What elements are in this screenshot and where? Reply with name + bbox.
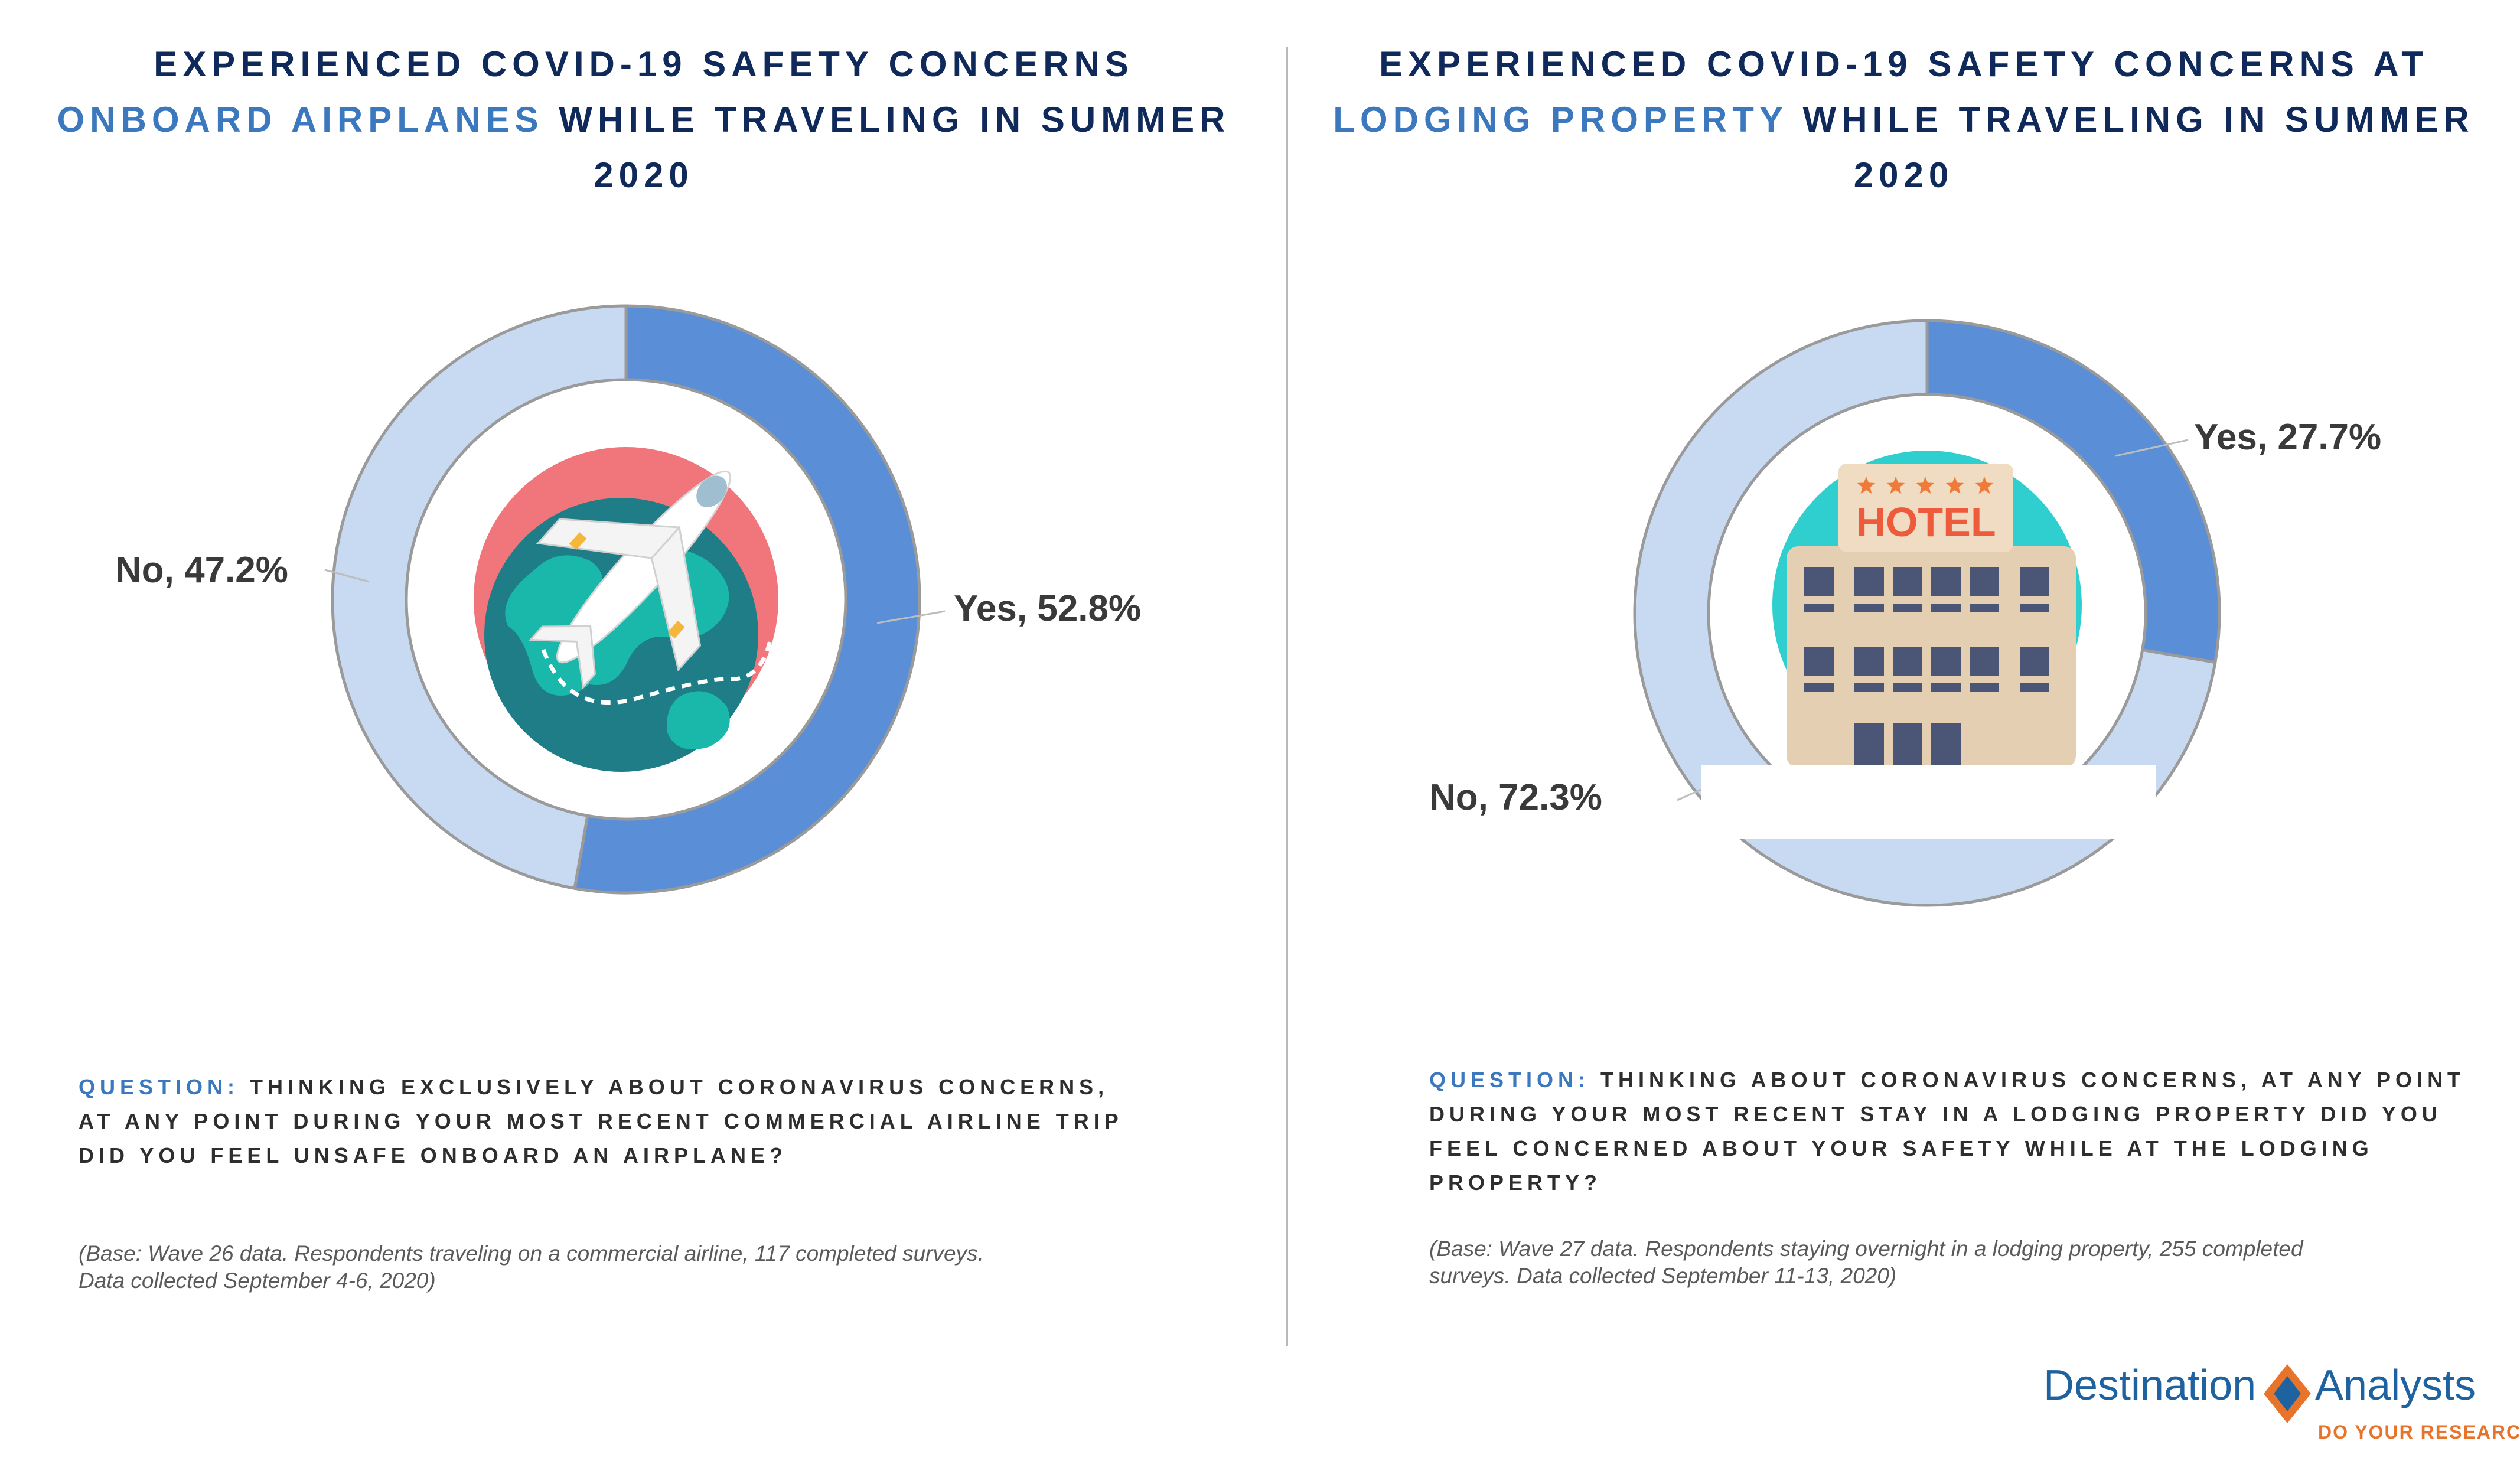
hotel-building-icon: HOTEL [1701,451,2156,839]
title-highlight: ONBOARD AIRPLANES [57,100,544,139]
lodging-yes-label: Yes, 27.7% [2194,417,2382,458]
question-label: QUESTION: [79,1075,240,1099]
lodging-panel: EXPERIENCED COVID-19 SAFETY CONCERNS AT … [1287,0,2520,1474]
lodging-no-label: No, 72.3% [1429,777,1602,818]
destination-analysts-logo: Destination Analysts DO YOUR RESEARCH [2043,1361,2520,1456]
title-line1: EXPERIENCED COVID-19 SAFETY CONCERNS [154,44,1134,84]
airplane-question: QUESTION: THINKING EXCLUSIVELY ABOUT COR… [79,1070,1130,1173]
panel-divider [1286,47,1288,1346]
airplane-panel: EXPERIENCED COVID-19 SAFETY CONCERNS ONB… [0,37,1287,1293]
title-line1: EXPERIENCED COVID-19 SAFETY CONCERNS AT [1379,44,2428,84]
question-label: QUESTION: [1429,1068,1590,1092]
airplane-slice-no [331,304,628,891]
lodging-slice-yes [1925,319,2221,664]
star-icon [1886,477,1905,494]
logo-name-part2: Analysts [2315,1362,2476,1409]
lodging-question: QUESTION: THINKING ABOUT CORONAVIRUS CON… [1429,1063,2480,1200]
question-text: THINKING EXCLUSIVELY ABOUT CORONAVIRUS C… [79,1075,1123,1168]
diamond-logo-icon [2264,1364,2311,1423]
airplane-yes-label: Yes, 52.8% [954,588,1142,629]
title-rest: WHILE TRAVELING IN SUMMER 2020 [1787,100,2475,195]
lodging-chart-title: EXPERIENCED COVID-19 SAFETY CONCERNS AT … [1287,37,2520,203]
star-icon [1916,477,1935,494]
airplane-globe-icon [474,447,778,772]
lodging-base-note: (Base: Wave 27 data. Respondents staying… [1429,1237,2303,1288]
star-icon [1975,477,1994,494]
logo-tagline: DO YOUR RESEARCH [2318,1421,2520,1443]
title-highlight: LODGING PROPERTY [1333,100,1788,139]
airplane-no-label: No, 47.2% [115,550,288,591]
airplane-base-note: (Base: Wave 26 data. Respondents traveli… [79,1241,984,1293]
star-icon [1857,477,1876,494]
lodging-leader-line-yes [2115,439,2189,457]
hotel-sign-text: HOTEL [1856,499,1996,545]
star-icon [1945,477,1964,494]
lodging-donut-chart: HOTEL [1633,319,2221,907]
title-rest: WHILE TRAVELING IN SUMMER 2020 [543,100,1231,195]
airplane-chart-title: EXPERIENCED COVID-19 SAFETY CONCERNS ONB… [0,37,1287,203]
airplane-leader-line-yes [876,610,946,624]
logo-name-part1: Destination [2043,1362,2257,1409]
question-text: THINKING ABOUT CORONAVIRUS CONCERNS, AT … [1429,1068,2466,1195]
airplane-slice-yes [573,304,921,895]
airplane-leader-line-no [324,569,370,583]
airplane-donut-chart [324,304,946,895]
